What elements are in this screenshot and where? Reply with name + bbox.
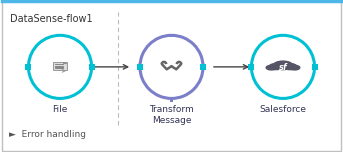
Circle shape <box>142 54 201 80</box>
Bar <box>248 64 254 70</box>
Text: ►  Error handling: ► Error handling <box>9 130 85 139</box>
Bar <box>137 64 143 70</box>
Circle shape <box>283 64 297 70</box>
Text: Salesforce: Salesforce <box>259 105 307 114</box>
Bar <box>25 64 31 70</box>
Text: DataSense-flow1: DataSense-flow1 <box>10 14 93 24</box>
FancyBboxPatch shape <box>269 66 297 70</box>
Circle shape <box>32 55 88 79</box>
Circle shape <box>266 65 276 70</box>
Text: File: File <box>52 105 68 114</box>
FancyBboxPatch shape <box>53 62 67 70</box>
Bar <box>170 99 173 102</box>
Text: Transform
Message: Transform Message <box>149 105 194 125</box>
Circle shape <box>256 55 310 79</box>
Bar <box>170 34 173 37</box>
Bar <box>312 64 318 70</box>
Text: sf: sf <box>279 63 287 72</box>
Circle shape <box>273 61 293 70</box>
FancyBboxPatch shape <box>2 1 341 151</box>
Polygon shape <box>63 62 67 64</box>
Bar <box>89 64 95 70</box>
Circle shape <box>269 64 283 70</box>
Bar <box>200 64 206 70</box>
Circle shape <box>289 65 300 70</box>
